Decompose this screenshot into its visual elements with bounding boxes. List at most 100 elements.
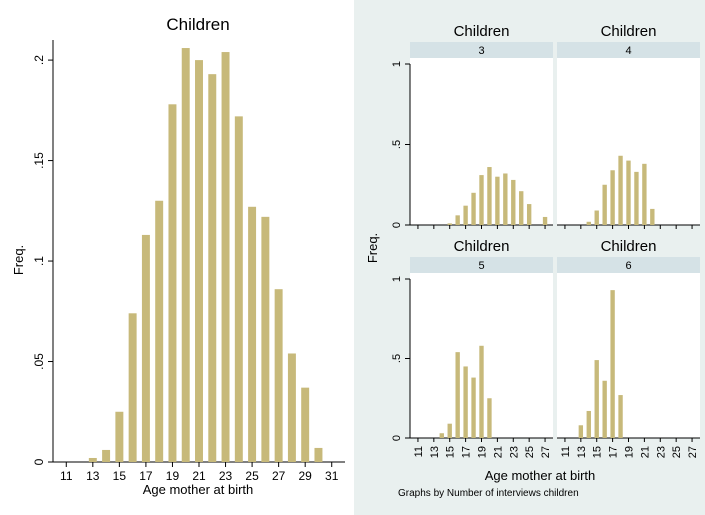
left-chart: Children Freq. Age mother at birth 0 .05.…	[11, 15, 345, 497]
panel-bar	[578, 425, 584, 438]
left-bar	[181, 48, 190, 463]
panel-bar	[463, 205, 468, 225]
panel-x-tick-label: 19	[477, 446, 489, 458]
left-bar	[261, 216, 270, 462]
panel-title: Children	[601, 238, 657, 255]
panel-bar	[626, 160, 631, 225]
panel-x-tick-label: 17	[461, 446, 473, 458]
panel-4: Children 4	[557, 23, 700, 229]
left-bar	[234, 116, 243, 462]
left-bar	[88, 457, 97, 462]
panel-x-tick-label: 13	[576, 446, 588, 458]
right-chart-xlabel: Age mother at birth	[485, 468, 596, 483]
panel-bar	[586, 410, 591, 438]
panel-title: Children	[454, 23, 510, 40]
panel-x-tick-label: 27	[540, 446, 552, 458]
left-bar	[314, 447, 323, 462]
left-x-tick-label: 23	[219, 469, 233, 483]
panel-x-tick-label: 15	[592, 446, 604, 458]
panel-bar	[618, 395, 623, 438]
panel-strip-label: 3	[478, 45, 484, 57]
panel-strip	[557, 257, 700, 273]
left-x-tick-label: 25	[245, 469, 259, 483]
panel-x-tick-label: 21	[639, 446, 651, 458]
panel-bar	[610, 170, 615, 225]
panel-bar	[503, 173, 508, 225]
panel-bar	[542, 216, 548, 225]
left-y-tick-label: .15	[32, 152, 46, 169]
panel-strip-label: 4	[625, 45, 631, 57]
left-x-tick-label: 31	[325, 469, 339, 483]
left-x-tick-label: 27	[272, 469, 286, 483]
panel-bar	[642, 163, 647, 225]
right-chart-ylabel: Freq.	[365, 233, 380, 263]
left-bar	[115, 411, 124, 462]
panel-strip-label: 5	[478, 260, 484, 272]
left-x-tick-label: 13	[86, 469, 100, 483]
panel-y-tick-label: 1	[391, 276, 403, 282]
left-bar	[195, 60, 203, 462]
panel-bar	[602, 380, 607, 438]
left-bar	[128, 313, 137, 462]
left-y-tick-label: .05	[32, 353, 46, 370]
panel-title: Children	[601, 23, 657, 40]
panel-6: Children 6 11 13 15 17 19 21 23 25 27	[557, 238, 700, 458]
panel-bar	[439, 433, 444, 438]
left-y-tick-label: .2	[32, 55, 46, 65]
left-x-tick-label: 11	[60, 469, 73, 483]
panel-x-tick-label: 23	[508, 446, 520, 458]
panel-strip	[410, 257, 553, 273]
panel-y-tick-label: 0	[391, 222, 403, 228]
panel-bar	[471, 377, 476, 438]
left-bar	[287, 353, 296, 462]
panel-x-tick-label: 15	[445, 446, 457, 458]
left-bar	[155, 200, 164, 462]
left-bar	[141, 234, 150, 462]
panel-x-tick-label: 13	[429, 446, 441, 458]
panel-bar	[594, 210, 599, 225]
left-bar	[102, 449, 111, 462]
panel-bar	[495, 176, 500, 225]
left-x-tick-label: 19	[166, 469, 180, 483]
left-x-tick-label: 21	[192, 469, 206, 483]
panel-bar	[519, 191, 524, 225]
panel-bar	[479, 345, 484, 438]
panel-bar	[586, 221, 591, 225]
left-chart-ylabel: Freq.	[11, 245, 26, 275]
left-chart-bars	[88, 48, 323, 463]
panel-x-tick-label: 23	[655, 446, 667, 458]
left-bar	[248, 206, 257, 462]
left-x-tick-label: 15	[113, 469, 127, 483]
left-bar	[208, 74, 217, 463]
left-bar	[168, 104, 177, 463]
panel-bar	[479, 175, 484, 225]
panel-bar	[463, 366, 468, 438]
panel-x-tick-label: 11	[560, 446, 572, 457]
panel-bar	[447, 423, 452, 438]
panel-x-tick-label: 25	[671, 446, 683, 458]
panel-y-tick-label: .5	[391, 140, 403, 149]
panel-bar	[487, 398, 492, 438]
panel-title: Children	[454, 238, 510, 255]
left-y-tick-label: 0	[32, 458, 46, 465]
panel-x-tick-label: 11	[413, 446, 425, 457]
panel-bar	[594, 360, 599, 438]
panel-strip-label: 6	[625, 260, 631, 272]
panel-bar	[471, 192, 476, 225]
left-chart-axes: 0 .05 .1 .15 .2 11 13 15 17 19 21 23 25 27 29 31	[32, 40, 345, 483]
right-chart-note: Graphs by Number of interviews children	[398, 488, 579, 499]
panel-bar	[455, 352, 460, 438]
panel-bar	[511, 179, 516, 225]
left-bar	[301, 387, 310, 462]
panel-bar	[602, 184, 607, 225]
panel-bar	[618, 155, 623, 225]
left-x-tick-label: 29	[299, 469, 313, 483]
panel-bar	[526, 204, 532, 225]
panel-y-tick-label: 1	[391, 61, 403, 67]
panel-strip	[557, 42, 700, 58]
left-chart-xlabel: Age mother at birth	[143, 482, 254, 497]
panel-x-tick-label: 25	[524, 446, 536, 458]
